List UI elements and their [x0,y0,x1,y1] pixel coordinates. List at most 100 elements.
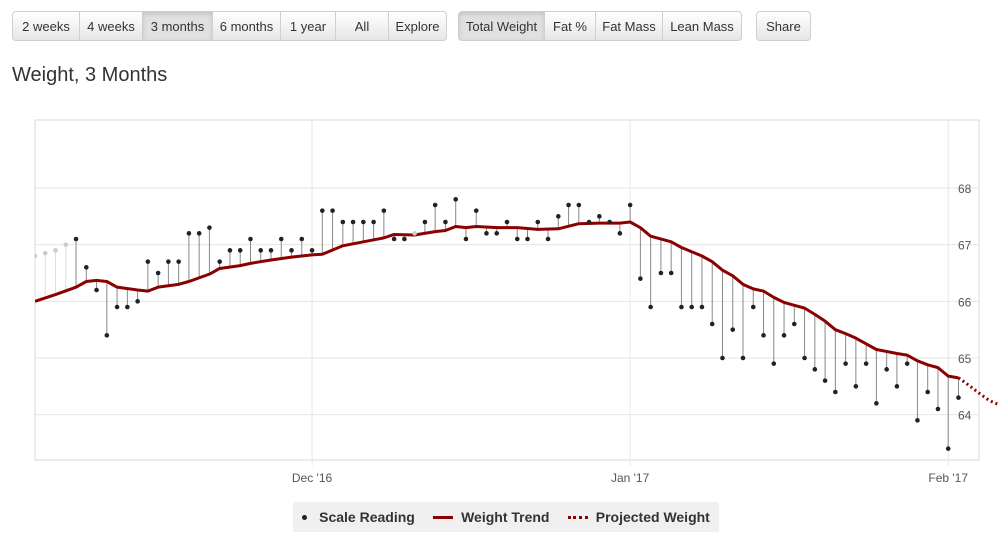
scale-reading-point [248,236,253,242]
scale-reading-point [125,304,130,310]
scale-reading-point [166,259,171,264]
scale-reading-point [207,225,212,230]
plot-area [34,119,980,461]
scale-reading-point [402,236,407,242]
scale-reading-point [843,361,848,366]
scale-reading-point [740,355,746,361]
scale-reading-point [668,270,674,276]
projected-weight-symbol [567,515,588,519]
scale-reading-point [114,304,120,310]
scale-reading-point [340,219,346,225]
scale-reading-point [504,219,510,225]
range-2-weeks-button[interactable]: 2 weeks [12,11,80,41]
scale-reading-point [227,248,233,253]
scale-reading-point [514,236,520,242]
legend-item-scale-reading[interactable]: Scale Reading [302,509,415,525]
explore-button[interactable]: Explore [388,11,447,41]
scale-reading-point [350,219,356,225]
legend-label-weight-trend: Weight Trend [461,509,550,525]
scale-reading-point [494,231,500,236]
scale-reading-point [904,361,910,366]
scale-reading-point [299,236,305,242]
range-6-months-button[interactable]: 6 months [212,11,281,41]
legend-item-projected-weight[interactable]: Projected Weight [567,509,710,525]
scale-reading-point [320,208,325,213]
scale-reading-point [361,219,366,225]
range-4-weeks-button[interactable]: 4 weeks [79,11,143,41]
metric-fat-percent-button[interactable]: Fat % [544,11,596,41]
scale-reading-point [473,208,479,213]
scale-reading-point [884,367,889,372]
scale-reading-point [63,242,69,247]
scale-reading-point [309,248,315,253]
scale-reading-point [525,236,530,242]
scale-reading-point [648,304,653,310]
scale-reading-point [627,202,633,208]
scale-reading-point [371,219,376,225]
scale-reading-point [412,231,417,236]
x-tick-label: Dec '16 [292,471,333,485]
scale-reading-point [556,214,561,219]
y-tick-label: 66 [958,295,972,309]
scale-reading-point [617,231,623,236]
scale-reading-point [268,248,274,253]
range-3-months-button[interactable]: 3 months [142,11,213,41]
scale-reading-point [463,236,469,242]
range-1-year-button[interactable]: 1 year [280,11,336,41]
scale-reading-point [761,333,766,338]
y-tick-label: 64 [958,409,972,423]
scale-reading-point [443,219,448,225]
scale-reading-point [35,253,38,259]
scale-reading-point [802,355,807,361]
scale-reading-point [196,231,202,236]
metric-fat-mass-button[interactable]: Fat Mass [595,11,663,41]
scale-reading-point [278,236,284,242]
scale-reading-point [545,236,551,242]
scale-reading-point [176,259,181,264]
share-button-group: Share [756,11,811,41]
scale-reading-point [894,384,900,389]
scale-reading-point [391,236,397,242]
metric-total-weight-button[interactable]: Total Weight [458,11,545,41]
scale-reading-point [915,418,920,423]
scale-reading-point [935,406,941,412]
scale-reading-point [956,395,961,400]
legend-item-weight-trend[interactable]: Weight Trend [433,509,550,525]
scale-reading-point [381,208,387,213]
scale-reading-point [186,231,192,236]
scale-reading-symbol [302,514,308,520]
weight-trend-symbol [433,515,454,519]
scale-reading-point [84,265,89,270]
scale-reading-point [597,214,602,219]
scale-reading-point [94,287,99,293]
scale-reading-point [289,248,294,253]
metric-button-group: Total Weight Fat % Fat Mass Lean Mass [458,11,742,41]
scale-reading-point [607,219,612,225]
share-button[interactable]: Share [756,11,811,41]
scale-reading-point [135,299,140,304]
scale-reading-point [945,446,951,451]
weight-trend-line [35,220,959,380]
scale-reading-point [709,321,715,327]
scale-reading-point [586,219,592,225]
legend-label-scale-reading: Scale Reading [319,509,415,525]
scale-reading-point [145,259,151,264]
scale-reading-point [679,304,684,310]
y-tick-label: 68 [958,182,972,196]
y-tick-label: 67 [958,239,972,253]
scale-reading-point [330,208,335,213]
metric-lean-mass-button[interactable]: Lean Mass [662,11,742,41]
scale-reading-point [771,361,777,366]
scale-reading-point [781,333,787,338]
scale-reading-point [42,250,48,256]
page-title: Weight, 3 Months [12,64,168,86]
scale-reading-point [925,389,930,395]
scale-reading-point [217,259,222,264]
scale-reading-point [658,270,664,276]
scale-reading-point [720,355,725,361]
scale-reading-point [863,361,869,366]
scale-reading-point [453,197,458,202]
projected-weight-line [957,376,999,407]
scale-reading-point [53,248,58,253]
